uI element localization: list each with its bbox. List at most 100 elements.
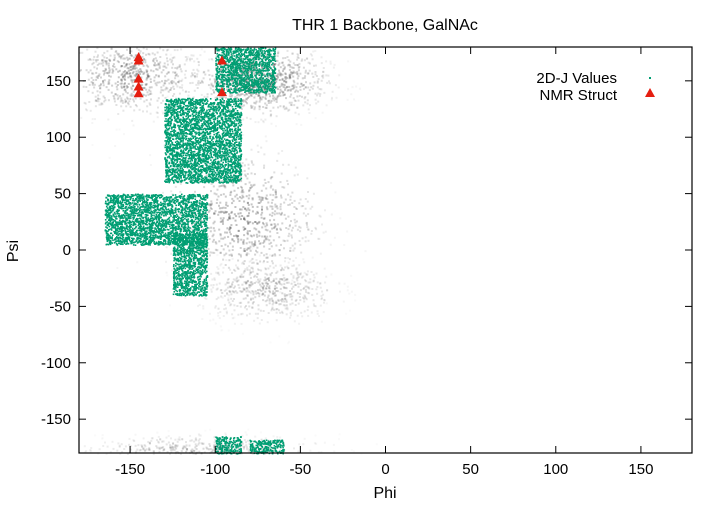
density-mark [261,293,264,296]
density-mark [293,320,296,323]
density-mark [98,73,101,76]
density-mark [267,277,269,280]
density-mark [185,441,187,444]
data-point-2d-j [124,223,126,225]
density-mark [227,235,230,238]
density-mark [217,312,220,315]
density-mark [124,82,126,85]
data-point-2d-j [163,208,165,211]
density-mark [260,79,263,82]
density-mark [307,281,310,284]
density-mark [186,57,189,60]
density-mark [149,442,151,445]
data-point-2d-j [153,237,155,239]
density-mark [236,305,239,307]
density-mark [248,312,251,315]
density-mark [246,314,248,317]
data-point-2d-j [168,236,171,238]
density-mark [284,87,287,90]
data-point-2d-j [133,216,135,218]
density-mark [121,72,124,75]
density-mark [249,85,252,88]
density-mark [287,163,290,166]
density-mark [136,47,139,50]
density-mark [296,274,299,277]
density-mark [111,440,114,443]
density-mark [247,301,249,304]
density-mark [258,240,260,243]
data-point-2d-j [180,237,183,239]
density-mark [217,267,220,270]
density-mark [303,59,306,62]
data-point-2d-j [162,202,165,205]
density-mark [222,100,225,103]
data-point-2d-j [148,218,150,221]
density-mark [234,206,237,208]
density-mark [213,277,216,280]
density-mark [292,79,295,82]
density-mark [278,281,280,284]
data-point-2d-j [153,202,155,204]
data-point-2d-j [122,214,125,216]
data-point-2d-j [112,208,115,211]
density-mark [311,58,314,61]
density-mark [228,290,231,293]
density-mark [316,86,319,89]
density-mark [293,206,296,208]
density-mark [124,78,127,81]
density-mark [284,279,287,282]
density-mark [273,294,276,297]
density-mark [314,73,317,76]
density-mark [191,450,194,453]
density-mark [303,97,306,100]
density-mark [240,291,243,293]
density-mark [222,237,225,240]
data-point-2d-j [168,243,171,246]
data-point-2d-j [168,211,170,213]
data-point-2d-j [114,195,117,197]
density-mark [132,65,135,68]
density-mark [196,68,199,71]
data-point-2d-j [159,220,161,223]
data-point-2d-j [158,214,160,217]
density-mark [278,249,281,252]
density-mark [297,285,300,288]
density-mark [121,101,124,104]
density-mark [129,105,132,108]
density-mark [227,73,230,76]
density-mark [273,218,276,221]
density-mark [257,312,259,315]
data-point-2d-j [202,230,205,233]
data-point-2d-j [138,213,140,216]
density-mark [275,311,278,314]
density-mark [297,69,300,72]
density-mark [319,282,322,285]
data-point-2d-j [153,240,155,243]
density-mark [148,75,151,78]
density-mark [278,85,281,88]
density-mark [145,99,148,102]
density-mark [226,116,229,119]
density-mark [166,152,169,155]
data-point-2d-j [185,210,187,212]
density-mark [174,96,177,99]
density-mark [283,84,286,87]
density-mark [122,74,125,77]
density-mark [241,215,244,217]
density-mark [274,189,277,192]
data-point-2d-j [121,217,123,219]
data-point-2d-j [193,207,196,209]
density-mark [329,60,332,63]
density-mark [104,441,106,444]
density-mark [286,278,289,281]
density-mark [226,282,229,285]
density-mark [254,221,256,223]
density-mark [152,58,155,60]
density-mark [122,109,125,112]
density-mark [196,57,199,60]
density-mark [284,260,286,263]
data-point-2d-j [147,217,149,219]
density-mark [264,279,267,282]
density-mark [278,79,281,81]
density-mark [263,153,266,156]
